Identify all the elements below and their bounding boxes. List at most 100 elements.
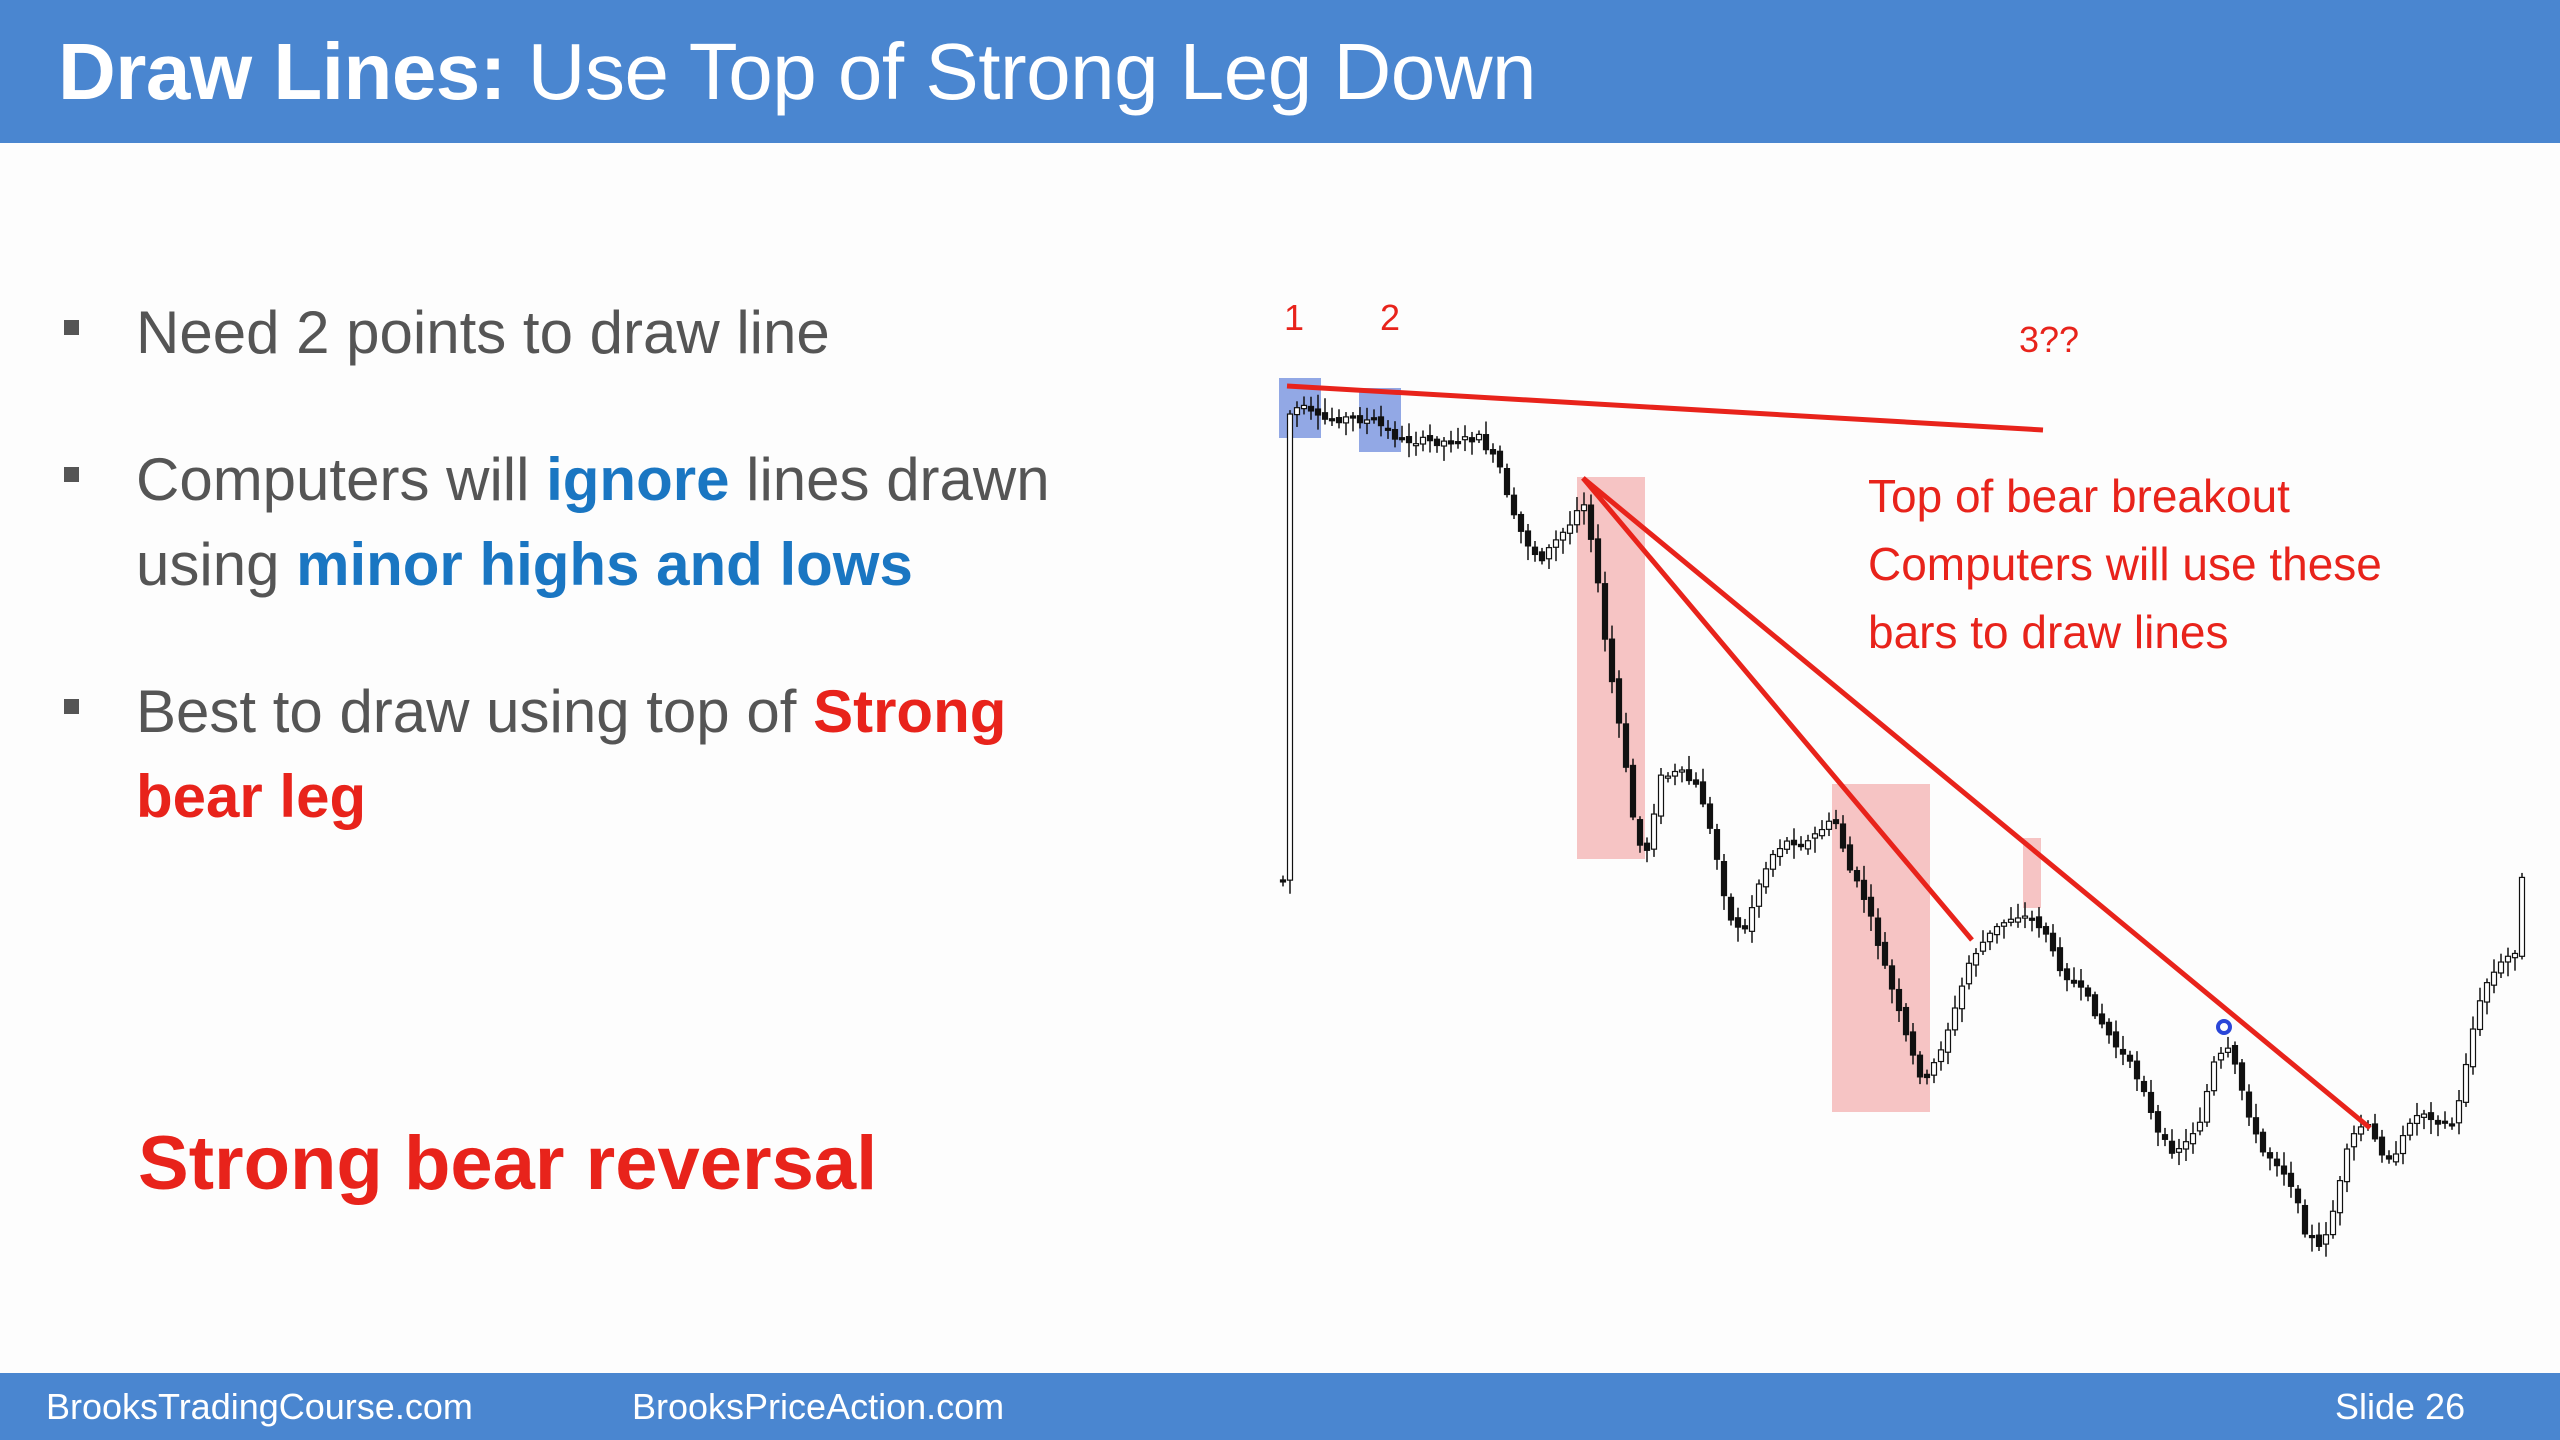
candle-body [1384, 427, 1392, 431]
candle-body [1727, 896, 1735, 921]
bullet-3-highlight: Strong bear leg [136, 678, 1007, 830]
candle-body [2427, 1112, 2435, 1121]
bullet-3: Best to draw using top of Strong bear le… [60, 669, 1060, 839]
bullet-2-highlight-minor: minor highs and lows [296, 531, 913, 598]
candle-body [2168, 1140, 2176, 1154]
candle-body [1790, 839, 1798, 846]
candle-body [1867, 896, 1875, 917]
annotation-line-1: Top of bear breakout [1868, 470, 2290, 522]
candle-body [2322, 1234, 2330, 1245]
slide-title: Draw Lines: Use Top of Strong Leg Down [58, 26, 1537, 118]
candle-body [2126, 1054, 2134, 1062]
candle-body [1601, 583, 1609, 640]
candle-body [2336, 1180, 2344, 1214]
candle-body [2000, 922, 2008, 927]
candle-body [2231, 1044, 2239, 1065]
candle-body [1398, 437, 1406, 441]
candle-body [1328, 418, 1336, 422]
candle-body [2042, 926, 2050, 935]
candle-body [2469, 1028, 2477, 1068]
candle-body [2329, 1210, 2337, 1236]
candle-body [1370, 417, 1378, 421]
strong-bear-reversal-label: Strong bear reversal [138, 1121, 878, 1206]
candle-body [1412, 443, 1420, 447]
footer-link-brookspriceaction[interactable]: BrooksPriceAction.com [632, 1386, 1005, 1427]
bullet-2-text-cont: lines drawn using [136, 446, 1050, 598]
candle-body [2210, 1061, 2218, 1092]
candle-body [2021, 915, 2029, 919]
candle-body [1482, 434, 1490, 451]
candle-body [1426, 435, 1434, 442]
candle-body [1419, 436, 1427, 445]
candle-body [2462, 1063, 2470, 1103]
bullet-2-highlight-ignore: ignore [546, 446, 730, 513]
candle-body [2315, 1234, 2323, 1247]
candle-body [2252, 1117, 2260, 1135]
candle-body [1440, 440, 1448, 447]
candle-body [2385, 1155, 2393, 1160]
candle-body [1958, 985, 1966, 1010]
candle-body [1293, 407, 1301, 416]
chart-label-1: 1 [1284, 297, 1304, 338]
candle-body [1678, 769, 1686, 773]
bullet-list: Need 2 points to draw line Computers wil… [60, 290, 1060, 839]
candle-body [1741, 925, 1749, 930]
candle-body [2014, 917, 2022, 923]
candle-body [1636, 819, 1644, 846]
candle-body [2028, 917, 2036, 921]
candle-body [1608, 638, 1616, 683]
cursor-marker [2216, 1019, 2232, 1035]
candlestick-chart: 1 2 3?? Top of bear breakout Computers w… [1279, 297, 2526, 1257]
bullet-1: Need 2 points to draw line [60, 290, 1060, 375]
candle-body [2273, 1158, 2281, 1167]
candle-body [2294, 1188, 2302, 1204]
candle-body [1321, 412, 1329, 420]
candle-body [1923, 1073, 1931, 1079]
candle-body [1986, 932, 1994, 943]
candle-body [1629, 764, 1637, 818]
candle-body [2280, 1165, 2288, 1175]
candle-body [2154, 1111, 2162, 1133]
candle-body [1356, 415, 1364, 424]
bullet-1-text: Need 2 points to draw line [136, 299, 830, 366]
candle-body [1930, 1062, 1938, 1076]
candle-body [1363, 419, 1371, 424]
candle-body [1538, 551, 1546, 562]
candle-body [1671, 770, 1679, 777]
title-rest: Use Top of Strong Leg Down [505, 26, 1537, 116]
candle-body [2035, 916, 2043, 929]
candle-body [1566, 524, 1574, 534]
bullet-marker [64, 699, 79, 714]
candle-body [1916, 1054, 1924, 1078]
title-bar: Draw Lines: Use Top of Strong Leg Down [0, 0, 2560, 143]
candle-body [1895, 988, 1903, 1012]
candles-group [1279, 394, 2526, 1257]
candle-body [2476, 1000, 2484, 1031]
candle-body [2203, 1090, 2211, 1123]
candle-body [2518, 876, 2526, 957]
candle-body [1594, 538, 1602, 584]
candle-body [1314, 408, 1322, 416]
candle-body [1832, 819, 1840, 825]
candle-body [2301, 1204, 2309, 1235]
candle-body [1972, 952, 1980, 966]
candle-body [1447, 440, 1455, 445]
candle-body [1748, 907, 1756, 932]
candle-body [1860, 879, 1868, 900]
candle-body [1993, 925, 2001, 936]
candle-body [1349, 415, 1357, 419]
trendline-main [1581, 476, 2372, 1130]
chart-label-3: 3?? [2019, 319, 2079, 360]
candle-body [2133, 1060, 2141, 1080]
bullet-3-text: Best to draw using top of [136, 678, 814, 745]
candle-body [1510, 494, 1518, 516]
candle-body [1846, 844, 1854, 871]
candle-body [1888, 965, 1896, 990]
chart-label-2: 2 [1380, 297, 1400, 338]
footer-link-brookstradingcourse[interactable]: BrooksTradingCourse.com [46, 1386, 473, 1427]
candle-body [1811, 833, 1819, 839]
candle-body [2434, 1119, 2442, 1125]
candle-body [1804, 840, 1812, 850]
candle-body [2091, 994, 2099, 1017]
candle-body [1391, 428, 1399, 440]
